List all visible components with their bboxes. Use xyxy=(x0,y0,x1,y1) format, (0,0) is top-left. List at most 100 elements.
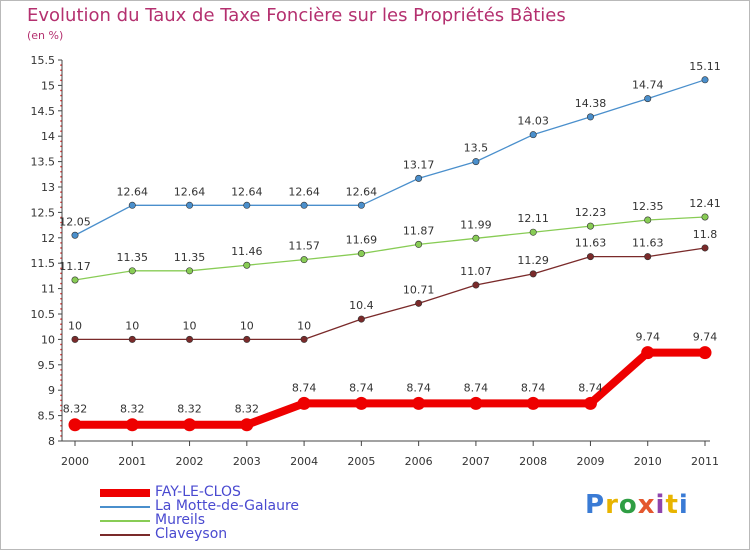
series-line-la-motte-de-galaure xyxy=(74,79,706,236)
y-minor-tick xyxy=(60,226,62,229)
y-tick-label: 13 xyxy=(41,181,55,194)
y-minor-tick xyxy=(60,89,62,92)
y-minor-tick xyxy=(60,79,62,82)
data-point xyxy=(183,418,197,432)
data-point xyxy=(128,335,136,343)
data-point xyxy=(644,253,652,261)
proxiti-logo: Proxiti xyxy=(585,490,689,520)
y-minor-tick xyxy=(60,216,62,219)
y-minor-tick xyxy=(60,196,62,198)
y-minor-tick xyxy=(60,292,62,295)
data-label: 8.32 xyxy=(120,403,145,416)
y-minor-tick xyxy=(60,369,62,371)
data-point xyxy=(357,201,365,209)
series-line-mureils xyxy=(74,216,706,281)
data-label: 11.99 xyxy=(460,218,492,231)
data-point xyxy=(300,201,308,209)
legend-item: La Motte-de-Galaure xyxy=(100,498,330,514)
data-label: 11.46 xyxy=(231,245,263,258)
y-minor-tick xyxy=(60,252,62,254)
data-label: 13.5 xyxy=(464,142,489,155)
series-line-fay-le-clos xyxy=(75,348,705,429)
y-tick-label: 9.5 xyxy=(38,359,56,372)
data-label: 11.35 xyxy=(117,251,149,264)
y-minor-tick xyxy=(60,348,62,351)
y-minor-tick xyxy=(60,99,62,102)
data-label: 9.74 xyxy=(693,331,718,344)
y-minor-tick xyxy=(60,74,62,77)
data-point xyxy=(71,231,79,239)
data-label: 8.32 xyxy=(235,403,260,416)
data-point xyxy=(641,346,655,360)
y-minor-tick xyxy=(60,430,62,432)
data-point xyxy=(529,228,537,236)
x-tick-label: 2001 xyxy=(118,455,146,468)
data-label: 8.32 xyxy=(63,403,88,416)
y-minor-tick xyxy=(60,303,62,305)
data-point xyxy=(586,253,594,261)
data-label: 10 xyxy=(125,319,139,332)
legend-item: Claveyson xyxy=(100,526,330,542)
data-point xyxy=(354,396,368,410)
data-point xyxy=(583,396,597,410)
data-label: 11.87 xyxy=(403,224,435,237)
y-minor-tick xyxy=(60,384,62,386)
x-tick-label: 2004 xyxy=(290,455,318,468)
data-point xyxy=(586,222,594,230)
data-label: 11.69 xyxy=(346,234,378,247)
data-label: 9.74 xyxy=(635,331,660,344)
y-minor-tick xyxy=(60,323,62,325)
logo-letter: t xyxy=(665,490,679,520)
data-label: 11.57 xyxy=(288,240,320,253)
data-label: 11.35 xyxy=(174,251,206,264)
data-point xyxy=(300,256,308,264)
y-minor-tick xyxy=(60,399,62,402)
y-minor-tick xyxy=(60,191,62,193)
y-tick-label: 10.5 xyxy=(31,308,56,321)
data-point xyxy=(529,131,537,139)
legend-label: La Motte-de-Galaure xyxy=(155,498,300,514)
data-point xyxy=(243,261,251,269)
data-label: 11.07 xyxy=(460,265,492,278)
y-minor-tick xyxy=(60,308,62,310)
y-minor-tick xyxy=(60,353,62,356)
legend-swatch xyxy=(100,520,150,522)
legend-swatch xyxy=(100,489,150,497)
y-minor-tick xyxy=(60,206,62,209)
y-minor-tick xyxy=(60,394,62,397)
y-minor-tick xyxy=(60,155,62,158)
data-point xyxy=(701,213,709,221)
legend-label: Claveyson xyxy=(155,526,228,542)
y-tick-label: 14.5 xyxy=(31,105,56,118)
y-tick-label: 15 xyxy=(41,79,55,92)
x-tick-label: 2011 xyxy=(691,455,719,468)
data-point xyxy=(529,270,537,278)
data-point xyxy=(357,315,365,323)
y-tick-label: 10 xyxy=(41,333,55,346)
y-minor-tick xyxy=(60,267,62,270)
data-label: 8.74 xyxy=(578,381,603,394)
y-tick-label: 8.5 xyxy=(38,410,56,423)
data-point xyxy=(469,396,483,410)
y-tick-label: 8 xyxy=(48,435,55,448)
y-minor-tick xyxy=(60,318,62,320)
data-label: 12.11 xyxy=(517,212,549,225)
y-tick-label: 14 xyxy=(41,130,55,143)
data-label: 8.74 xyxy=(292,381,317,394)
data-point xyxy=(698,346,712,360)
y-minor-tick xyxy=(60,282,62,285)
y-minor-tick xyxy=(60,130,62,132)
data-label: 10.71 xyxy=(403,283,435,296)
data-point xyxy=(186,201,194,209)
data-point xyxy=(125,418,139,432)
y-minor-tick xyxy=(60,358,62,361)
data-point xyxy=(71,276,79,284)
y-minor-tick xyxy=(60,333,62,336)
y-tick-label: 11.5 xyxy=(31,257,56,270)
y-minor-tick xyxy=(60,257,62,259)
legend-item: FAY-LE-CLOS xyxy=(100,484,330,500)
data-point xyxy=(412,396,426,410)
data-point xyxy=(472,281,480,289)
data-label: 10 xyxy=(68,319,82,332)
